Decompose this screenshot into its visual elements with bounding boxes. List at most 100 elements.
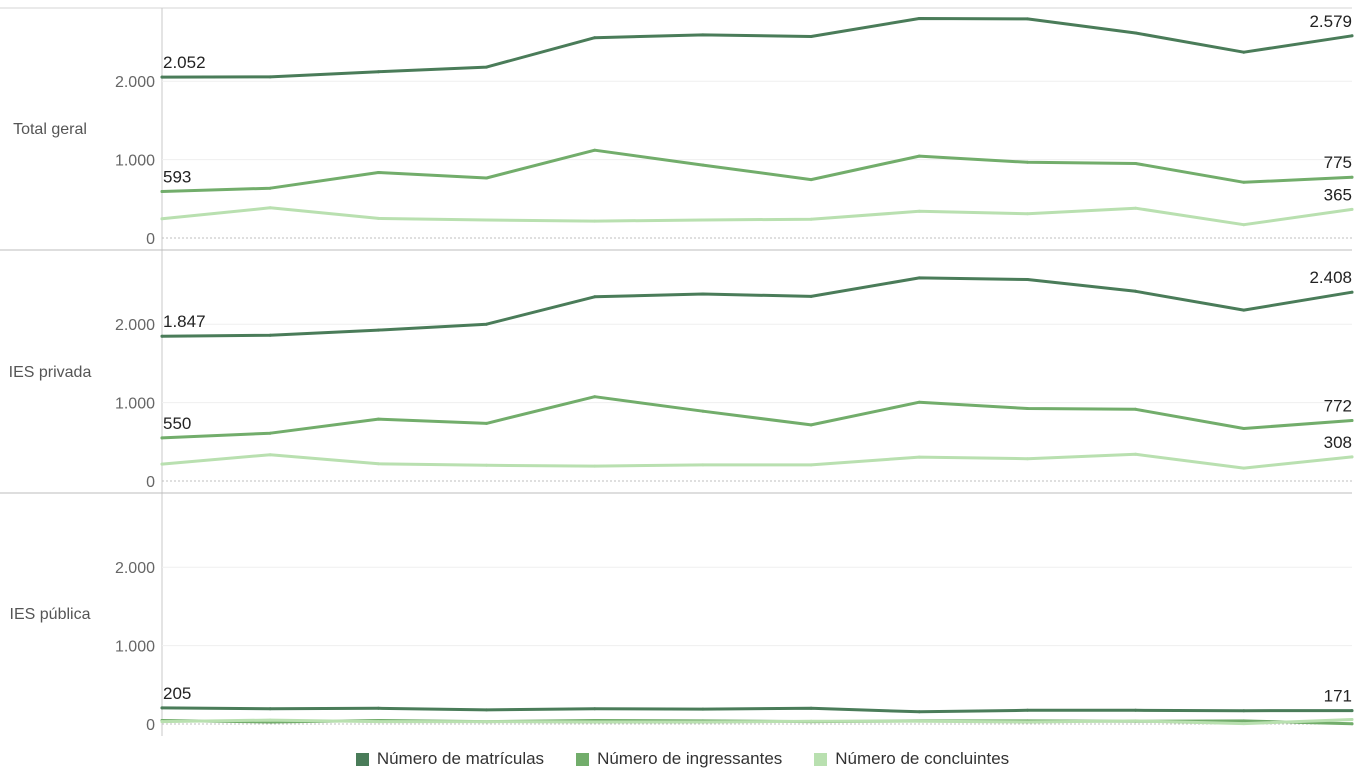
row-label-panel-2: IES privada [8,364,92,381]
data-point-ingressantes-panel-1 [701,163,705,167]
y-tick-label-panel-1: 2.000 [115,74,155,91]
legend-item-ingressantes[interactable]: Número de ingressantes [576,749,782,769]
data-point-ingressantes-panel-1 [268,186,272,190]
data-point-concluintes-panel-2 [268,453,272,457]
data-point-concluintes-panel-1 [1350,207,1354,211]
legend-swatch-ingressantes [576,752,590,766]
data-point-matriculas-panel-1 [809,35,813,38]
data-point-concluintes-panel-3 [376,720,380,724]
data-label-last-matriculas-panel-1: 2.579 [1309,12,1352,31]
data-point-matriculas-panel-3 [1134,708,1138,712]
data-point-matriculas-panel-1 [160,75,164,79]
data-point-concluintes-panel-1 [485,218,488,222]
data-label-last-ingressantes-panel-2: 772 [1324,396,1352,415]
data-point-matriculas-panel-2 [1350,290,1354,294]
data-point-matriculas-panel-1 [917,17,921,20]
data-label-first-ingressantes-panel-2: 550 [163,414,191,433]
data-point-concluintes-panel-1 [268,206,272,210]
data-point-concluintes-panel-1 [809,217,813,221]
data-point-ingressantes-panel-1 [160,190,164,193]
data-point-matriculas-panel-1 [1026,17,1029,21]
data-point-matriculas-panel-2 [160,334,164,338]
series-line-concluintes-panel-2 [160,452,1354,470]
data-point-matriculas-panel-2 [1134,289,1138,293]
data-point-concluintes-panel-3 [160,720,164,724]
legend-swatch-concluintes [814,752,828,766]
data-point-matriculas-panel-2 [593,295,597,299]
data-point-matriculas-panel-3 [593,707,597,711]
data-point-ingressantes-panel-1 [1026,160,1029,164]
data-point-ingressantes-panel-1 [1134,162,1138,165]
data-point-matriculas-panel-1 [1350,34,1354,38]
data-point-ingressantes-panel-2 [809,423,813,427]
data-point-concluintes-panel-2 [160,462,164,466]
data-label-first-matriculas-panel-1: 2.052 [163,53,206,72]
data-label-last-matriculas-panel-3: 171 [1324,687,1352,706]
data-point-matriculas-panel-2 [485,322,488,326]
legend-swatch-matriculas [355,752,369,766]
data-point-ingressantes-panel-2 [593,395,597,399]
legend-item-concluintes[interactable]: Número de concluintes [814,749,1009,769]
y-tick-label-panel-3: 1.000 [115,639,155,656]
data-point-matriculas-panel-3 [917,710,921,714]
data-point-ingressantes-panel-2 [485,421,488,425]
data-point-concluintes-panel-3 [1134,719,1138,723]
data-point-concluintes-panel-2 [593,464,597,468]
data-point-matriculas-panel-2 [376,328,380,332]
data-point-ingressantes-panel-2 [268,431,272,435]
data-point-matriculas-panel-2 [701,292,705,296]
data-point-matriculas-panel-1 [593,36,597,40]
data-point-matriculas-panel-1 [701,33,705,37]
data-point-ingressantes-panel-1 [376,171,380,174]
y-tick-label-panel-2: 2.000 [115,317,155,334]
data-point-concluintes-panel-2 [917,455,921,459]
data-point-concluintes-panel-2 [1026,457,1029,461]
row-label-panel-1: Total geral [13,121,87,138]
series-line-matriculas-panel-3 [160,706,1354,714]
data-point-concluintes-panel-1 [593,219,597,223]
data-point-concluintes-panel-3 [1350,718,1354,721]
data-point-concluintes-panel-1 [1242,223,1246,227]
data-point-concluintes-panel-2 [809,463,813,467]
data-point-matriculas-panel-3 [268,707,272,711]
data-point-matriculas-panel-3 [1242,709,1246,713]
data-point-matriculas-panel-2 [1242,308,1246,312]
data-point-ingressantes-panel-2 [1350,419,1354,422]
data-point-concluintes-panel-1 [376,216,380,220]
data-point-concluintes-panel-1 [1026,212,1029,216]
data-point-ingressantes-panel-2 [1242,427,1246,430]
data-point-ingressantes-panel-1 [917,154,921,158]
y-tick-label-panel-1: 1.000 [115,153,155,170]
data-point-matriculas-panel-1 [1242,50,1246,54]
y-tick-label-panel-2: 1.000 [115,396,155,413]
data-point-concluintes-panel-2 [485,463,488,467]
data-point-ingressantes-panel-2 [1026,407,1029,410]
data-point-concluintes-panel-1 [1134,206,1138,210]
data-point-matriculas-panel-1 [268,75,272,79]
data-point-concluintes-panel-3 [917,719,921,723]
data-point-concluintes-panel-1 [160,217,164,221]
data-point-ingressantes-panel-1 [1350,175,1354,179]
data-label-last-ingressantes-panel-1: 775 [1324,153,1352,172]
data-label-last-concluintes-panel-2: 308 [1324,433,1352,452]
data-point-concluintes-panel-3 [1242,722,1246,726]
data-point-concluintes-panel-3 [701,720,705,724]
data-point-ingressantes-panel-2 [160,436,164,440]
data-label-last-matriculas-panel-2: 2.408 [1309,268,1352,287]
data-point-concluintes-panel-2 [701,463,705,467]
y-tick-label-panel-3: 2.000 [115,560,155,577]
data-point-matriculas-panel-2 [917,276,921,280]
legend-item-matriculas[interactable]: Número de matrículas [355,749,544,769]
data-point-matriculas-panel-2 [809,294,813,298]
series-line-ingressantes-panel-2 [160,395,1354,440]
data-point-matriculas-panel-2 [1026,278,1029,281]
legend: Número de matrículas Número de ingressan… [0,746,1365,772]
data-point-concluintes-panel-3 [809,719,813,723]
data-point-ingressantes-panel-3 [1350,722,1354,726]
data-point-concluintes-panel-2 [1242,466,1246,470]
data-label-first-matriculas-panel-3: 205 [163,684,191,703]
data-point-ingressantes-panel-2 [376,417,380,421]
data-point-ingressantes-panel-2 [1134,407,1138,411]
data-point-concluintes-panel-1 [701,218,705,222]
